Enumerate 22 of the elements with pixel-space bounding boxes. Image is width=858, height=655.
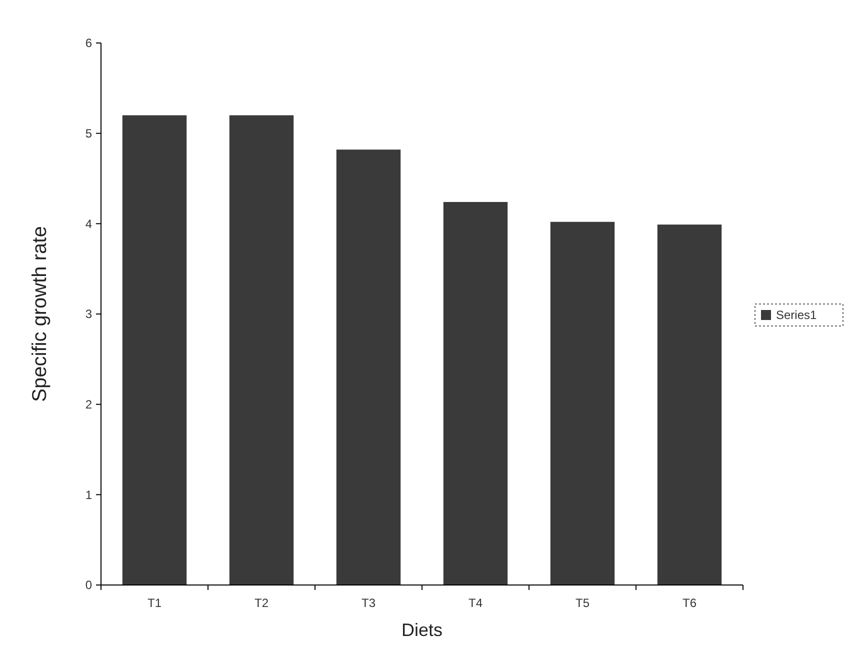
bar <box>657 224 722 585</box>
x-tick-label: T1 <box>147 596 162 610</box>
bar <box>443 202 508 585</box>
x-tick-label: T6 <box>682 596 697 610</box>
x-tick-label: T3 <box>361 596 376 610</box>
y-axis-title: Specific growth rate <box>29 226 51 402</box>
bar <box>336 150 401 585</box>
y-tick-label: 2 <box>85 398 92 412</box>
y-tick-label: 3 <box>85 307 92 322</box>
y-tick-label: 0 <box>85 578 92 592</box>
bar <box>550 222 615 585</box>
bar <box>122 115 187 585</box>
legend-label: Series1 <box>776 308 818 322</box>
y-tick-label: 5 <box>85 126 92 141</box>
y-tick-label: 1 <box>85 488 92 502</box>
x-tick-label: T5 <box>575 596 590 610</box>
y-tick-label: 6 <box>85 36 92 50</box>
y-tick-label: 4 <box>85 216 92 231</box>
x-axis-title: Diets <box>401 620 443 640</box>
x-tick-label: T4 <box>468 596 483 610</box>
bar <box>229 115 294 585</box>
x-tick-label: T2 <box>254 596 269 610</box>
